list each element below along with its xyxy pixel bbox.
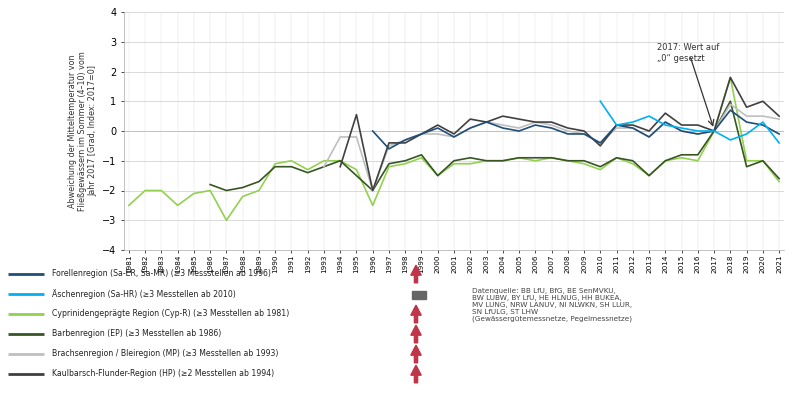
Text: Brachsenregion / Bleiregion (MP) (≥3 Messtellen ab 1993): Brachsenregion / Bleiregion (MP) (≥3 Mes… xyxy=(52,350,278,358)
Text: Datenquelle: BB LfU, BfG, BE SenMVKU,
BW LUBW, BY LfU, HE HLNUG, HH BUKEA,
MV LU: Datenquelle: BB LfU, BfG, BE SenMVKU, BW… xyxy=(472,288,632,322)
Y-axis label: Abweichung der Mitteltemperatur von
Fließgewässern im Sommer (4–10) vom
Jahr 201: Abweichung der Mitteltemperatur von Flie… xyxy=(68,51,98,211)
Text: Äschenregion (Sa-HR) (≥3 Messtellen ab 2010): Äschenregion (Sa-HR) (≥3 Messtellen ab 2… xyxy=(52,289,236,299)
Text: Cyprinidengeprägte Region (Cyp-R) (≥3 Messtellen ab 1981): Cyprinidengeprägte Region (Cyp-R) (≥3 Me… xyxy=(52,310,290,318)
Text: Barbenregion (EP) (≥3 Messtellen ab 1986): Barbenregion (EP) (≥3 Messtellen ab 1986… xyxy=(52,330,222,338)
Text: 2017: Wert auf
„0“ gesetzt: 2017: Wert auf „0“ gesetzt xyxy=(658,43,719,63)
Text: Kaulbarsch-Flunder-Region (HP) (≥2 Messtellen ab 1994): Kaulbarsch-Flunder-Region (HP) (≥2 Messt… xyxy=(52,370,274,378)
Text: Forellenregion (Sa-ER, Sa-MR) (≥3 Messstellen ab 1996): Forellenregion (Sa-ER, Sa-MR) (≥3 Messst… xyxy=(52,270,271,278)
